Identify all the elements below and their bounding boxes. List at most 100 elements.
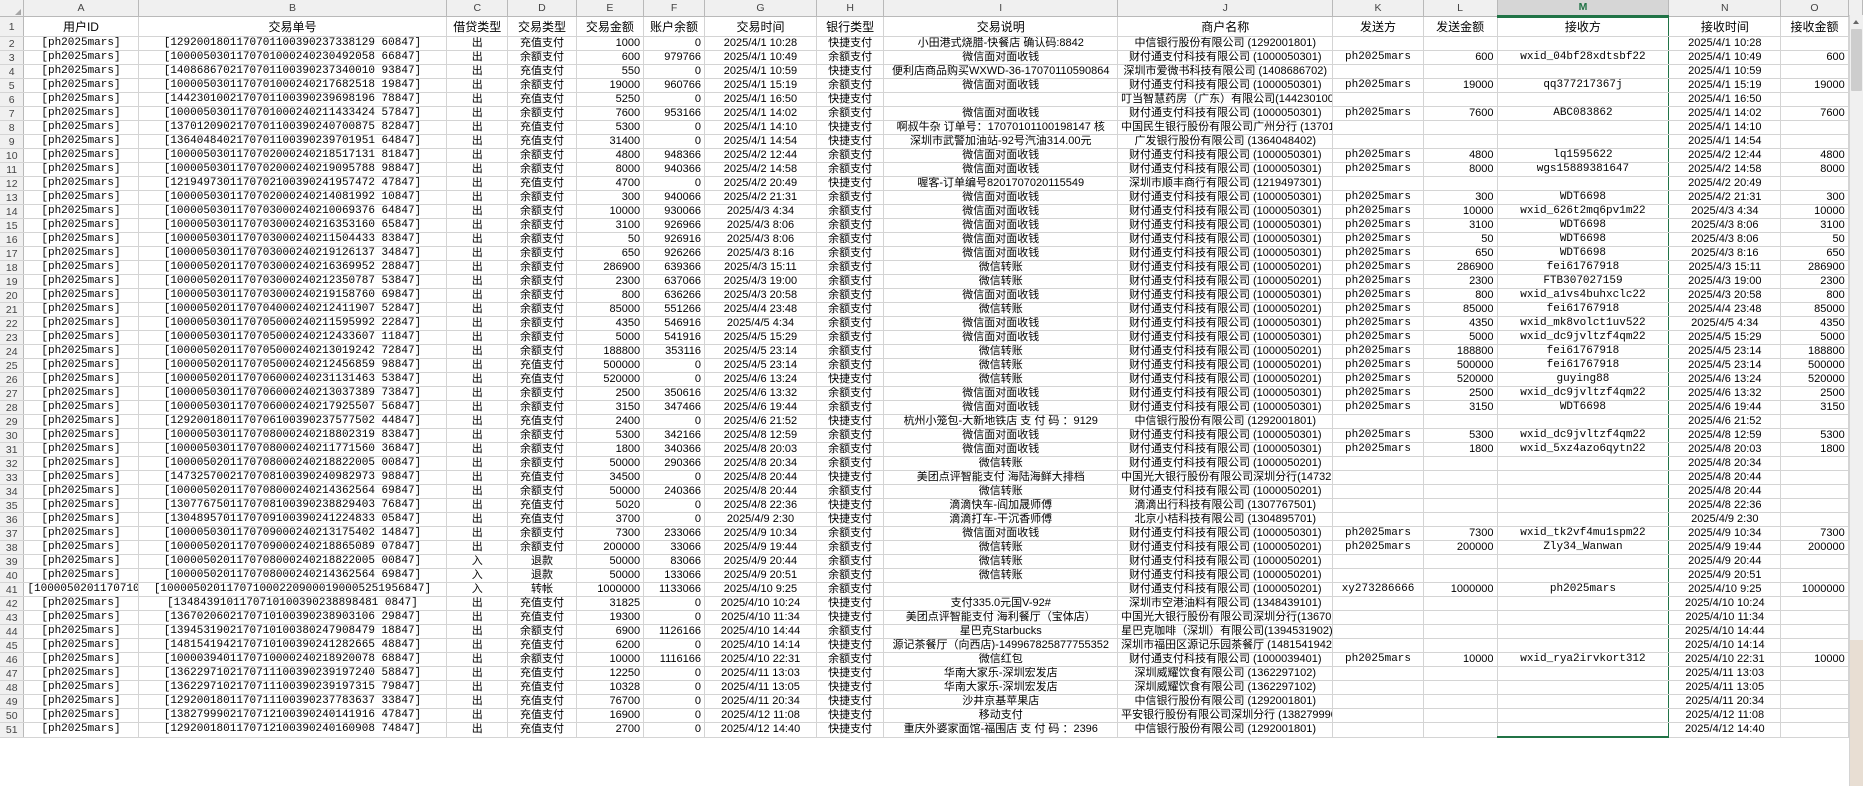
cell-E-39[interactable]: 50000	[576, 554, 645, 569]
cell-D-39[interactable]: 退款	[507, 554, 577, 569]
cell-D-13[interactable]: 余额支付	[507, 190, 577, 205]
cell-K-50[interactable]	[1332, 708, 1424, 723]
cell-C-46[interactable]: 出	[446, 652, 509, 667]
cell-A-35[interactable]: [ph2025mars]	[23, 498, 139, 513]
cell-L-27[interactable]: 2500	[1423, 386, 1498, 401]
cell-L-26[interactable]: 520000	[1423, 372, 1498, 387]
cell-O-16[interactable]: 50	[1780, 232, 1849, 247]
cell-D-43[interactable]: 充值支付	[507, 610, 577, 625]
cell-M-17[interactable]: WDT6698	[1496, 246, 1670, 261]
table-row[interactable]: 47 [ph2025mars] [1362297102170711100390239…	[0, 666, 1863, 681]
row-number[interactable]: 11	[0, 162, 25, 177]
cell-K-2[interactable]	[1332, 36, 1424, 51]
cell-B-38[interactable]: [1000050201170709000240218865089 07847]	[138, 540, 448, 555]
cell-J-20[interactable]: 财付通支付科技有限公司 (1000050301)	[1117, 288, 1334, 303]
cell-N-48[interactable]: 2025/4/11 13:05	[1668, 680, 1782, 695]
cell-M-23[interactable]: wxid_dc9jvltzf4qm22	[1496, 330, 1670, 345]
table-row[interactable]: 6 [ph2025mars] [14423010021707011003902396…	[0, 92, 1863, 107]
cell-G-40[interactable]: 2025/4/9 20:51	[704, 568, 817, 583]
cell-B-20[interactable]: [1000050301170703000240219158760 69847]	[138, 288, 448, 303]
column-title-H[interactable]: 银行类型	[816, 16, 885, 37]
cell-M-8[interactable]	[1496, 120, 1670, 135]
cell-N-29[interactable]: 2025/4/6 21:52	[1668, 414, 1782, 429]
column-header-M[interactable]: M	[1497, 0, 1670, 18]
row-number[interactable]: 41	[0, 582, 25, 597]
cell-M-34[interactable]	[1496, 484, 1670, 499]
cell-M-35[interactable]	[1496, 498, 1670, 513]
cell-O-17[interactable]: 650	[1780, 246, 1849, 261]
cell-E-38[interactable]: 200000	[576, 540, 645, 555]
cell-K-15[interactable]: ph2025mars	[1332, 218, 1424, 233]
cell-J-9[interactable]: 广发银行股份有限公司 (1364048402)	[1117, 134, 1334, 149]
cell-M-38[interactable]: Zly34_Wanwan	[1496, 540, 1670, 555]
cell-D-8[interactable]: 充值支付	[507, 120, 577, 135]
cell-E-25[interactable]: 500000	[576, 358, 645, 373]
cell-B-6[interactable]: [1442301002170701100390239698196 78847]	[138, 92, 448, 107]
cell-O-5[interactable]: 19000	[1780, 78, 1849, 93]
cell-J-25[interactable]: 财付通支付科技有限公司 (1000050201)	[1117, 358, 1334, 373]
cell-N-4[interactable]: 2025/4/1 10:59	[1668, 64, 1782, 79]
cell-O-29[interactable]	[1780, 414, 1849, 429]
cell-H-29[interactable]: 快捷支付	[816, 414, 885, 429]
cell-J-24[interactable]: 财付通支付科技有限公司 (1000050201)	[1117, 344, 1334, 359]
cell-F-17[interactable]: 926266	[643, 246, 705, 261]
cell-N-17[interactable]: 2025/4/3 8:16	[1668, 246, 1782, 261]
cell-K-30[interactable]: ph2025mars	[1332, 428, 1424, 443]
cell-L-3[interactable]: 600	[1423, 50, 1498, 65]
cell-E-33[interactable]: 34500	[576, 470, 645, 485]
cell-H-2[interactable]: 快捷支付	[816, 36, 885, 51]
cell-L-47[interactable]	[1423, 666, 1498, 681]
cell-G-33[interactable]: 2025/4/8 20:44	[704, 470, 817, 485]
cell-C-37[interactable]: 出	[446, 526, 509, 541]
cell-F-2[interactable]: 0	[643, 36, 705, 51]
cell-K-45[interactable]	[1332, 638, 1424, 653]
row-number[interactable]: 50	[0, 708, 25, 723]
cell-N-24[interactable]: 2025/4/5 23:14	[1668, 344, 1782, 359]
cell-K-20[interactable]: ph2025mars	[1332, 288, 1424, 303]
cell-D-18[interactable]: 余额支付	[507, 260, 577, 275]
cell-N-14[interactable]: 2025/4/3 4:34	[1668, 204, 1782, 219]
cell-B-13[interactable]: [1000050301170702000240214081992 10847]	[138, 190, 448, 205]
cell-K-17[interactable]: ph2025mars	[1332, 246, 1424, 261]
cell-O-15[interactable]: 3100	[1780, 218, 1849, 233]
cell-B-25[interactable]: [1000050201170705000240212456859 98847]	[138, 358, 448, 373]
cell-B-4[interactable]: [1408686702170701100390237340010 93847]	[138, 64, 448, 79]
cell-H-32[interactable]: 余额支付	[816, 456, 885, 471]
table-row[interactable]: 16 [ph2025mars] [1000050301170703000240211…	[0, 232, 1863, 247]
cell-G-13[interactable]: 2025/4/2 21:31	[704, 190, 817, 205]
cell-I-40[interactable]: 微信转账	[883, 568, 1119, 583]
cell-H-23[interactable]: 余额支付	[816, 330, 885, 345]
cell-D-30[interactable]: 余额支付	[507, 428, 577, 443]
cell-F-27[interactable]: 350616	[643, 386, 705, 401]
cell-L-2[interactable]	[1423, 36, 1498, 51]
cell-C-34[interactable]: 出	[446, 484, 509, 499]
cell-O-14[interactable]: 10000	[1780, 204, 1849, 219]
row-number[interactable]: 33	[0, 470, 25, 485]
cell-H-40[interactable]: 余额支付	[816, 568, 885, 583]
cell-G-19[interactable]: 2025/4/3 19:00	[704, 274, 817, 289]
cell-O-4[interactable]	[1780, 64, 1849, 79]
column-header-E[interactable]: E	[576, 0, 645, 17]
cell-C-32[interactable]: 出	[446, 456, 509, 471]
cell-F-10[interactable]: 948366	[643, 148, 705, 163]
cell-J-12[interactable]: 深圳市顺丰商行有限公司 (1219497301)	[1117, 176, 1334, 191]
table-row[interactable]: 35 [ph2025mars] [1307767501170708100390238…	[0, 498, 1863, 513]
row-number[interactable]: 28	[0, 400, 25, 415]
cell-K-6[interactable]	[1332, 92, 1424, 107]
table-row[interactable]: 37 [ph2025mars] [1000050301170709000240213…	[0, 526, 1863, 541]
cell-O-24[interactable]: 188800	[1780, 344, 1849, 359]
cell-I-7[interactable]: 微信面对面收钱	[883, 106, 1119, 121]
cell-K-41[interactable]: xy273286666	[1332, 582, 1424, 597]
cell-D-3[interactable]: 余额支付	[507, 50, 577, 65]
cell-O-48[interactable]	[1780, 680, 1849, 695]
cell-G-5[interactable]: 2025/4/1 15:19	[704, 78, 817, 93]
cell-A-3[interactable]: [ph2025mars]	[23, 50, 139, 65]
cell-C-13[interactable]: 出	[446, 190, 509, 205]
cell-B-9[interactable]: [1364048402170701100390239701951 64847]	[138, 134, 448, 149]
cell-C-21[interactable]: 出	[446, 302, 509, 317]
cell-J-44[interactable]: 星巴克咖啡（深圳）有限公司(1394531902)	[1117, 624, 1334, 639]
cell-E-47[interactable]: 12250	[576, 666, 645, 681]
cell-L-13[interactable]: 300	[1423, 190, 1498, 205]
cell-C-27[interactable]: 出	[446, 386, 509, 401]
column-title-N[interactable]: 接收时间	[1668, 16, 1782, 37]
